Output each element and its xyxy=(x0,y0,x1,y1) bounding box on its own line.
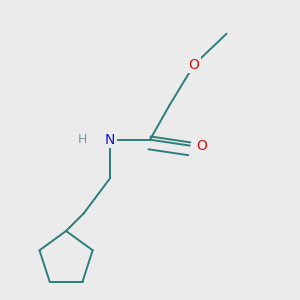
Text: H: H xyxy=(78,133,87,146)
Text: N: N xyxy=(105,133,116,147)
Text: O: O xyxy=(189,58,200,72)
Text: O: O xyxy=(196,139,207,153)
